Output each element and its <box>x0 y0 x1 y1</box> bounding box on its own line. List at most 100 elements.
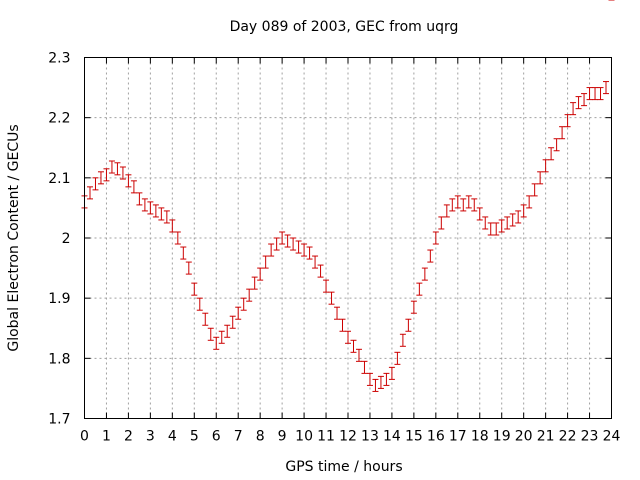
data-point <box>92 177 99 191</box>
data-point <box>471 198 478 212</box>
data-point <box>213 336 220 350</box>
data-point <box>372 378 379 392</box>
x-tick-label: 1 <box>102 429 111 445</box>
data-point <box>531 183 538 197</box>
x-tick-label: 13 <box>361 429 379 445</box>
data-point <box>174 231 181 245</box>
data-point <box>334 306 341 320</box>
y-tick-label: 2 <box>62 231 71 247</box>
y-tick-label: 2.3 <box>48 51 70 67</box>
data-point <box>279 231 286 245</box>
data-point <box>180 246 187 260</box>
y-tick-labels: 1.7 1.8 1.9 2 2.1 2.2 2.3 <box>48 51 70 428</box>
data-point <box>246 288 253 302</box>
x-tick-label: 21 <box>537 429 555 445</box>
x-tick-label: 8 <box>256 429 265 445</box>
data-point <box>394 351 401 365</box>
x-tick-label: 2 <box>124 429 133 445</box>
data-point <box>191 282 198 296</box>
data-point <box>366 372 373 386</box>
data-point <box>586 87 593 101</box>
data-point <box>323 279 330 293</box>
data-point <box>443 204 450 218</box>
data-point <box>581 93 588 107</box>
data-point <box>185 261 192 275</box>
data-point <box>493 222 500 236</box>
chart-title: Day 089 of 2003, GEC from uqrg <box>230 19 459 35</box>
data-point <box>229 315 236 329</box>
data-point <box>465 195 472 209</box>
data-point <box>147 201 154 215</box>
data-point <box>119 166 126 180</box>
data-point <box>526 195 533 209</box>
data-point <box>114 162 121 176</box>
x-axis-label: GPS time / hours <box>285 459 402 475</box>
data-point <box>416 282 423 296</box>
x-tick-label: 7 <box>234 429 243 445</box>
data-point <box>97 171 104 185</box>
data-point <box>218 330 225 344</box>
data-point <box>454 195 461 209</box>
x-tick-label: 10 <box>295 429 313 445</box>
data-point <box>427 249 434 263</box>
data-point <box>350 339 357 353</box>
data-point <box>361 360 368 374</box>
data-point <box>163 210 170 224</box>
y-tick-label: 2.1 <box>48 171 70 187</box>
y-tick-label: 1.8 <box>48 351 70 367</box>
data-layer <box>81 0 615 392</box>
x-tick-label: 24 <box>603 429 621 445</box>
x-tick-label: 0 <box>80 429 89 445</box>
data-point <box>284 234 291 248</box>
data-point <box>196 297 203 311</box>
data-point <box>405 318 412 332</box>
x-tick-label: 11 <box>317 429 335 445</box>
data-point <box>339 318 346 332</box>
x-tick-label: 17 <box>449 429 467 445</box>
x-tick-label: 9 <box>278 429 287 445</box>
data-point <box>268 243 275 257</box>
data-point <box>570 102 577 116</box>
data-point <box>575 96 582 110</box>
data-point <box>169 219 176 233</box>
data-point <box>86 186 93 200</box>
data-point <box>240 297 247 311</box>
plot-frame <box>84 57 612 419</box>
data-point <box>345 330 351 344</box>
data-point <box>537 171 544 185</box>
x-tick-label: 14 <box>383 429 401 445</box>
data-point <box>498 219 505 233</box>
data-point <box>262 255 269 269</box>
data-point <box>592 87 599 101</box>
x-tick-label: 18 <box>471 429 489 445</box>
data-point <box>152 204 159 218</box>
data-point <box>251 276 258 290</box>
data-point <box>504 216 511 230</box>
data-point <box>355 348 362 362</box>
data-point <box>125 174 132 188</box>
x-tick-label: 23 <box>581 429 599 445</box>
y-tick-label: 1.7 <box>48 412 70 428</box>
data-point <box>224 324 231 338</box>
data-point <box>553 138 560 152</box>
data-point <box>103 168 110 182</box>
data-point <box>141 198 148 212</box>
x-tick-label: 20 <box>515 429 533 445</box>
data-point <box>317 264 324 278</box>
data-point <box>515 210 522 224</box>
data-point <box>295 240 302 254</box>
data-point <box>235 306 242 320</box>
x-tick-label: 6 <box>212 429 221 445</box>
data-point <box>108 160 115 174</box>
data-point <box>377 375 384 389</box>
data-point <box>388 366 395 380</box>
data-point <box>603 81 610 95</box>
data-point <box>438 216 445 230</box>
x-tick-label: 3 <box>146 429 155 445</box>
data-point <box>202 312 209 326</box>
data-point <box>476 207 483 221</box>
data-point <box>290 237 297 251</box>
x-tick-label: 15 <box>405 429 423 445</box>
data-point <box>460 198 467 212</box>
